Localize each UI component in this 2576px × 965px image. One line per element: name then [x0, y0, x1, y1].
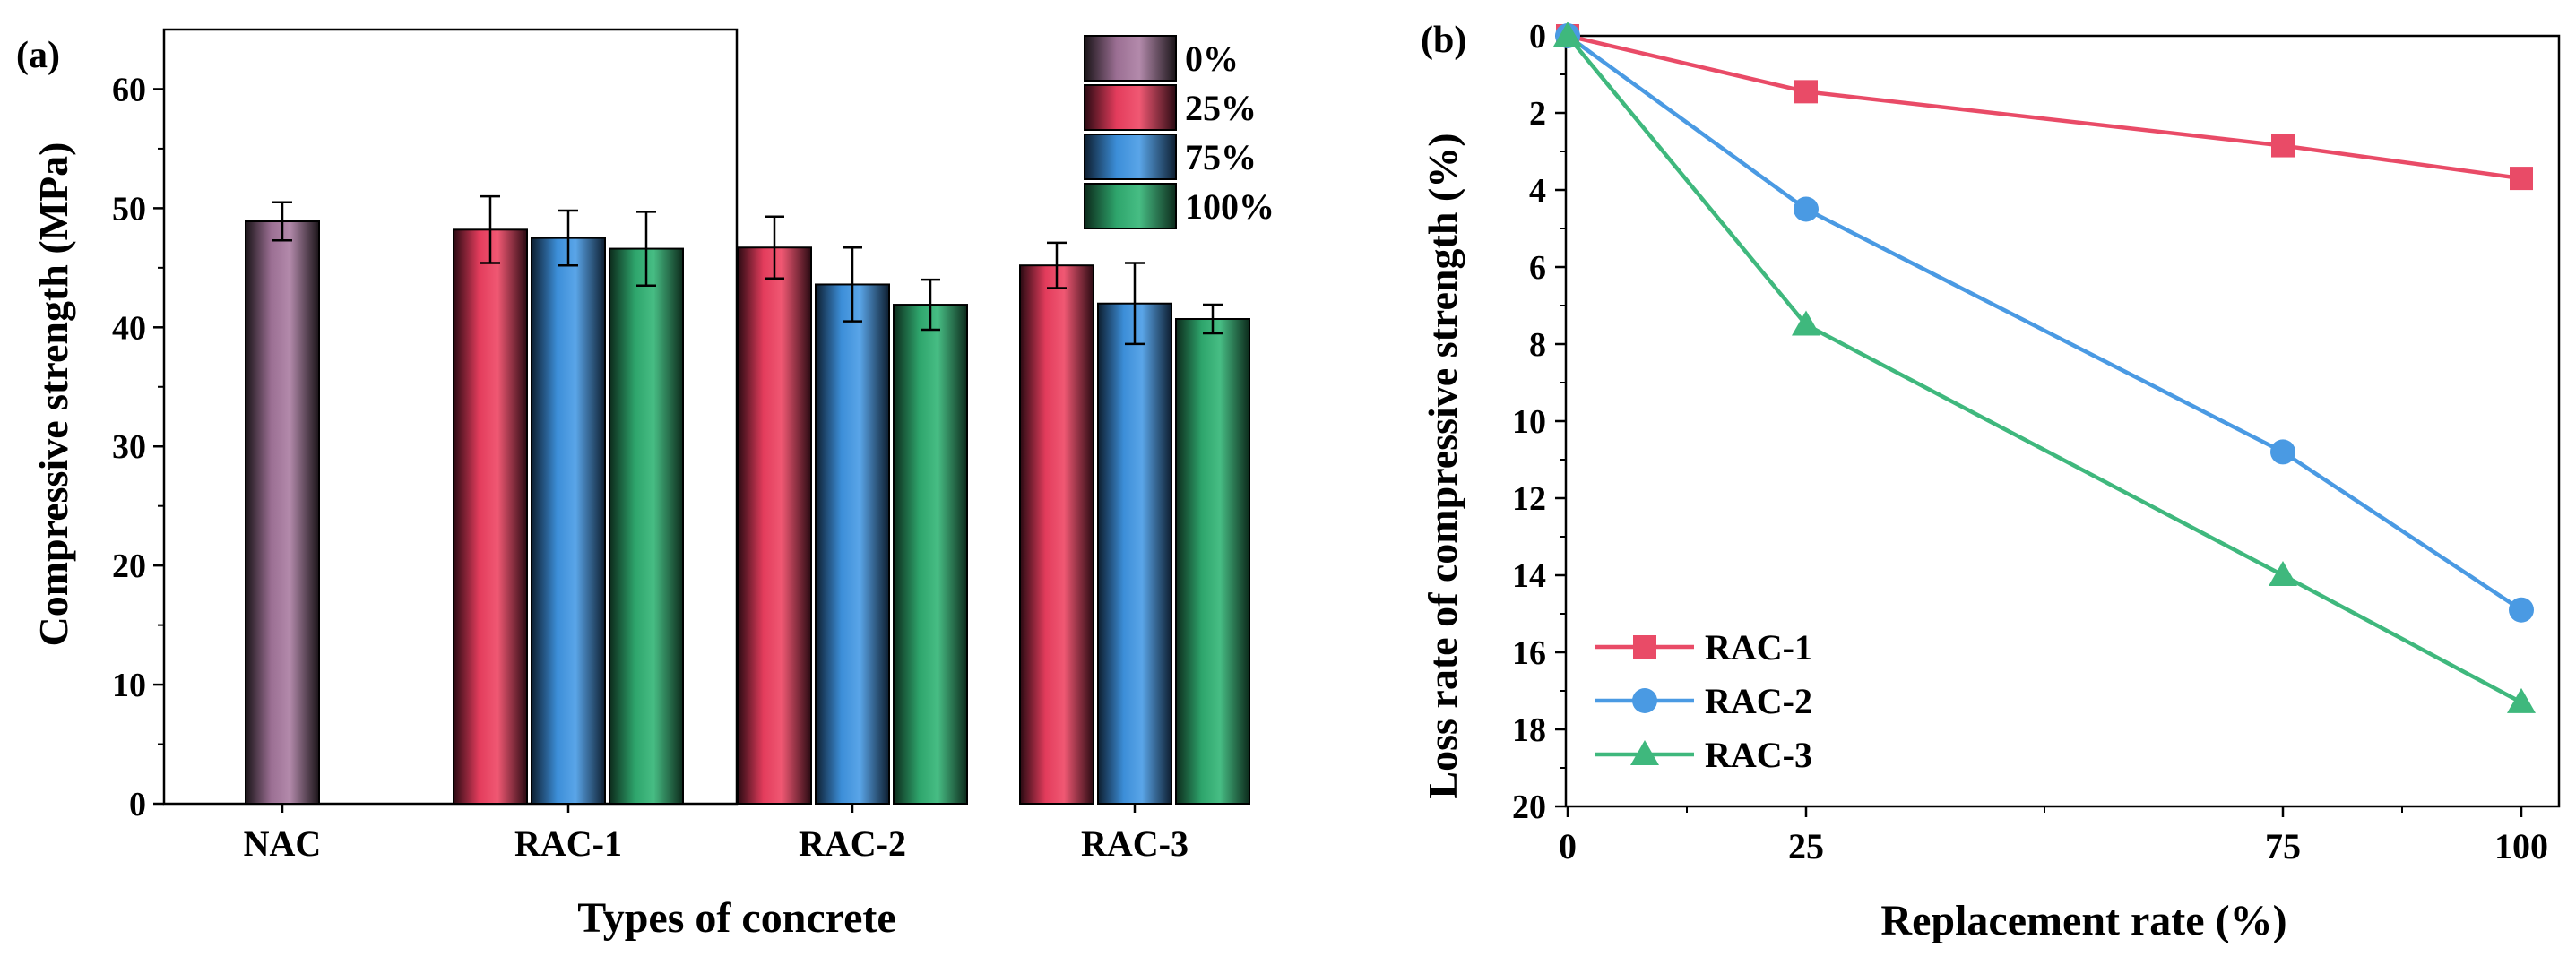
bar-chart-panel: (a) Compressive strength (MPa) Types of … [16, 28, 1275, 942]
legend-label: RAC-2 [1705, 681, 1812, 721]
panel-a-legend: 0% 25% 75% 100% [1084, 35, 1275, 229]
panel-a-bars [245, 194, 1250, 806]
data-point [1794, 80, 1818, 104]
bar [815, 283, 890, 805]
bar [1019, 264, 1094, 805]
legend-swatch [1084, 134, 1177, 180]
legend-label: 100% [1185, 186, 1275, 227]
legend-label: RAC-3 [1705, 735, 1812, 775]
legend-label: 75% [1185, 137, 1257, 177]
bar [609, 247, 684, 805]
y-tick-label: 20 [112, 547, 146, 585]
bar [531, 237, 606, 806]
panel-b-label: (b) [1421, 20, 1466, 61]
x-tick-label: RAC-2 [799, 823, 906, 864]
series-line [1567, 33, 2522, 181]
y-tick-label: 14 [1512, 557, 1546, 595]
data-point [1632, 688, 1657, 713]
x-tick-label: NAC [244, 823, 322, 864]
y-tick-label: 2 [1529, 95, 1546, 133]
legend-label: 0% [1185, 39, 1239, 79]
panel-b-x-axis-title: Replacement rate (%) [1880, 897, 2286, 944]
bar [453, 228, 528, 805]
x-tick-label: 0 [1559, 826, 1577, 866]
data-point [2269, 561, 2297, 586]
panel-a-y-axis-title: Compressive strength (MPa) [30, 142, 76, 647]
x-tick-label: RAC-1 [514, 823, 622, 864]
legend-swatch [1084, 35, 1177, 82]
panel-b-legend: RAC-1 RAC-2 RAC-3 [1595, 627, 1812, 775]
legend-label: RAC-1 [1705, 627, 1812, 668]
line-chart-panel: (b) Loss rate of compressive strength (%… [1420, 18, 2561, 944]
bar [1097, 302, 1172, 805]
y-tick-label: 16 [1512, 634, 1546, 672]
data-point [1630, 740, 1659, 765]
data-point [2270, 439, 2295, 465]
x-tick-label: 100 [2494, 826, 2548, 866]
data-point [1633, 635, 1656, 659]
panel-b-y-axis-title: Loss rate of compressive strength (%) [1420, 133, 1465, 798]
data-point [2510, 167, 2533, 191]
bar [737, 246, 812, 806]
y-tick-label: 12 [1512, 480, 1546, 518]
y-tick-label: 0 [1529, 18, 1546, 56]
y-tick-label: 18 [1512, 711, 1546, 749]
x-tick-label: 75 [2265, 826, 2301, 866]
y-tick-label: 10 [1512, 403, 1546, 441]
panel-a-label: (a) [16, 35, 60, 76]
x-tick-label: RAC-3 [1081, 823, 1189, 864]
y-tick-label: 10 [112, 667, 146, 704]
bar [1175, 318, 1250, 806]
data-point [2271, 134, 2295, 158]
data-point [2507, 687, 2536, 713]
y-tick-label: 8 [1529, 326, 1546, 364]
legend-swatch [1084, 183, 1177, 229]
data-point [1553, 22, 1582, 47]
y-tick-label: 50 [112, 190, 146, 228]
bar [245, 220, 320, 805]
y-tick-label: 30 [112, 428, 146, 466]
series-line [1566, 34, 2523, 704]
panel-a-x-axis-title: Types of concrete [577, 894, 895, 942]
panel-b-series [1553, 22, 2536, 713]
y-tick-label: 40 [112, 309, 146, 347]
y-tick-label: 20 [1512, 788, 1546, 826]
x-tick-label: 25 [1788, 826, 1824, 866]
data-point [2509, 597, 2534, 623]
legend-label: 25% [1185, 88, 1257, 128]
y-tick-label: 6 [1529, 249, 1546, 287]
series-line [1566, 34, 2523, 612]
y-tick-label: 4 [1529, 172, 1546, 210]
data-point [1792, 310, 1820, 336]
panel-b-axes: 0 2 4 6 8 10 12 14 16 18 20 0 25 75 100 [1512, 18, 2561, 866]
legend-swatch [1084, 84, 1177, 131]
panel-a-axes: 0 10 20 30 40 50 60 NAC RAC-1 RAC-2 RAC-3 [112, 28, 1189, 864]
y-tick-label: 60 [112, 71, 146, 108]
y-tick-label: 0 [129, 786, 146, 823]
data-point [1794, 196, 1819, 222]
bar [893, 304, 968, 805]
